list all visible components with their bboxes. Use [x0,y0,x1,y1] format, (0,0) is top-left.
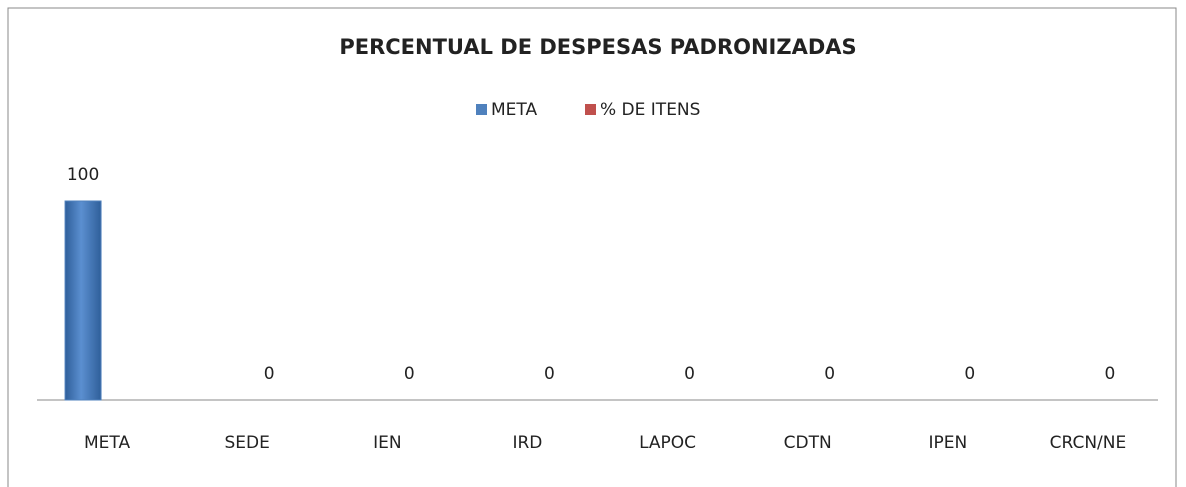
x-tick-label: IEN [373,433,401,453]
chart-title: PERCENTUAL DE DESPESAS PADRONIZADAS [339,35,856,59]
legend-label: META [491,100,537,120]
legend-swatch [585,104,596,115]
value-label: 0 [264,364,275,384]
value-label: 0 [1105,364,1116,384]
x-tick-label: CRCN/NE [1050,433,1127,453]
x-tick-label: IRD [512,433,542,453]
value-label: 0 [824,364,835,384]
bar [64,200,102,401]
value-label: 100 [67,165,99,185]
x-tick-label: IPEN [928,433,967,453]
x-tick-label: SEDE [225,433,270,453]
x-tick-label: LAPOC [639,433,696,453]
x-tick-label: META [84,433,130,453]
legend-swatch [476,104,487,115]
value-label: 0 [544,364,555,384]
chart-frame [7,7,1177,487]
x-tick-label: CDTN [784,433,832,453]
value-label: 0 [964,364,975,384]
legend-label: % DE ITENS [600,100,700,120]
value-label: 0 [684,364,695,384]
value-label: 0 [404,364,415,384]
